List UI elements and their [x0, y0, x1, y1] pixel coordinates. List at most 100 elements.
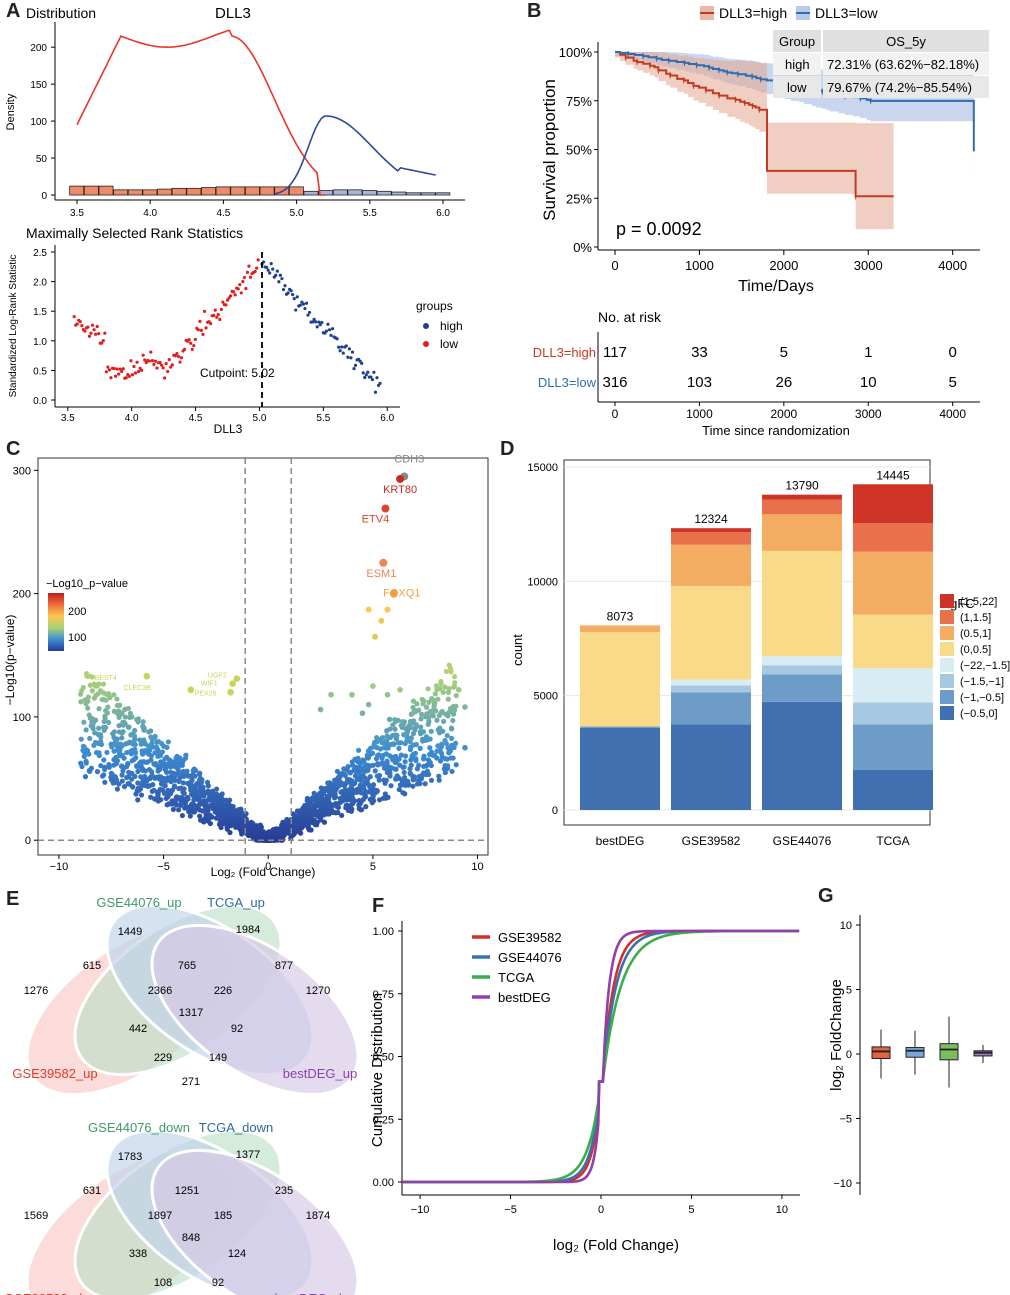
- volcano-point: [81, 744, 87, 750]
- maxstat-point-low: [198, 319, 202, 323]
- bar-segment: [580, 632, 660, 727]
- volcano-xtick-label: 0: [265, 861, 271, 873]
- volcano-point: [401, 732, 407, 738]
- legend-label: (0,0.5]: [960, 644, 991, 656]
- bar-xtick-label: GSE44076: [773, 834, 832, 848]
- volcano-point: [134, 716, 140, 723]
- box-ytick-label: 10: [840, 920, 852, 932]
- gene-label-pex26: PEX26: [195, 690, 217, 697]
- maxstat-point-low: [103, 331, 107, 335]
- volcano-point: [159, 749, 166, 755]
- venn-label-c: GSE39582_down: [4, 1291, 106, 1295]
- volcano-point: [451, 744, 457, 751]
- gene-label-best4: BEST4: [95, 675, 117, 682]
- volcano-point: [375, 752, 381, 759]
- maxstat-point-high: [271, 267, 275, 271]
- maxstat-point-low: [94, 332, 98, 336]
- maxstat-xlabel: DLL3: [214, 422, 243, 436]
- maxstat-point-high: [312, 317, 316, 321]
- volcano-point: [431, 703, 437, 710]
- volcano-point: [429, 696, 435, 702]
- volcano-point: [453, 740, 459, 746]
- bar-segment: [762, 665, 842, 675]
- volcano-point: [165, 739, 171, 745]
- volcano-point: [337, 795, 343, 802]
- bar-ytick-label: 5000: [534, 691, 558, 703]
- volcano-point: [434, 717, 440, 723]
- maxstat-point-low: [149, 350, 153, 354]
- risk-value: 26: [775, 374, 792, 391]
- histogram-bar: [244, 186, 260, 196]
- venn-count: 1984: [236, 924, 260, 936]
- volcano-point: [207, 820, 214, 827]
- maxstat-ytick-label: 2.0: [33, 278, 47, 289]
- bar-ytick-label: 0: [552, 805, 558, 817]
- volcano-point: [361, 758, 367, 764]
- volcano-point: [204, 790, 210, 796]
- maxstat-point-high: [364, 373, 368, 377]
- box-gse44076: [905, 1047, 925, 1058]
- volcano-point: [137, 760, 143, 766]
- volcano-point: [359, 710, 366, 717]
- colorbar: [48, 593, 64, 651]
- volcano-point: [351, 767, 357, 773]
- panel-label-b: B: [527, 0, 542, 22]
- volcano-point: [138, 792, 145, 798]
- maxstat-point-low: [113, 374, 118, 378]
- maxstat-point-low: [216, 313, 220, 317]
- volcano-point: [122, 714, 128, 720]
- maxstat-point-low: [175, 351, 179, 356]
- volcano-point: [445, 689, 452, 695]
- maxstat-point-low: [117, 372, 121, 376]
- maxstat-point-high: [338, 349, 342, 353]
- volcano-point: [79, 763, 85, 770]
- maxstat-point-high: [337, 345, 341, 349]
- venn-count: 1569: [24, 1210, 48, 1222]
- volcano-point: [451, 684, 457, 690]
- volcano-point: [358, 790, 364, 796]
- venn-count: 765: [178, 960, 196, 972]
- panel-b: DLL3=high DLL3=low Survival proportion T…: [533, 5, 989, 438]
- maxstat-point-high: [346, 355, 350, 359]
- volcano-frame: [37, 457, 489, 856]
- volcano-point: [354, 776, 360, 782]
- volcano-point: [184, 768, 190, 774]
- volcano-point: [325, 808, 331, 814]
- volcano-point: [382, 780, 388, 786]
- maxstat-point-low: [161, 366, 165, 370]
- volcano-point: [312, 806, 318, 813]
- volcano-point: [324, 793, 330, 800]
- maxstat-point-low: [104, 370, 108, 374]
- volcano-point: [341, 795, 347, 802]
- volcano-point: [212, 799, 218, 805]
- volcano-point: [392, 759, 398, 766]
- ecdf-ytick-label: 0.75: [373, 989, 394, 1001]
- histogram-bar: [230, 186, 246, 196]
- risk-value: 117: [603, 344, 627, 361]
- km-table-low: low: [787, 80, 807, 95]
- maxstat-point-high: [295, 295, 299, 299]
- volcano-point: [343, 802, 349, 808]
- volcano-point: [221, 802, 228, 808]
- maxstat-point-high: [375, 376, 379, 380]
- volcano-point: [401, 769, 407, 776]
- volcano-point: [160, 760, 167, 767]
- maxstat-point-high: [324, 329, 328, 333]
- volcano-point: [450, 755, 456, 761]
- volcano-point: [449, 768, 455, 775]
- gene-label-etv4: ETV4: [362, 514, 390, 526]
- volcano-point: [438, 710, 444, 716]
- volcano-point: [180, 780, 186, 786]
- volcano-point: [374, 773, 380, 779]
- maxstat-point-high: [335, 337, 339, 341]
- volcano-point: [114, 736, 120, 742]
- risk-value: 1: [864, 344, 872, 361]
- maxstat-point-low: [90, 323, 95, 327]
- panel-label-g: G: [818, 885, 834, 907]
- maxstat-point-low: [80, 323, 84, 328]
- volcano-point: [307, 803, 313, 809]
- maxstat-point-high: [286, 291, 290, 295]
- volcano-point: [106, 691, 112, 697]
- volcano-point: [426, 715, 432, 721]
- volcano-point: [124, 764, 130, 770]
